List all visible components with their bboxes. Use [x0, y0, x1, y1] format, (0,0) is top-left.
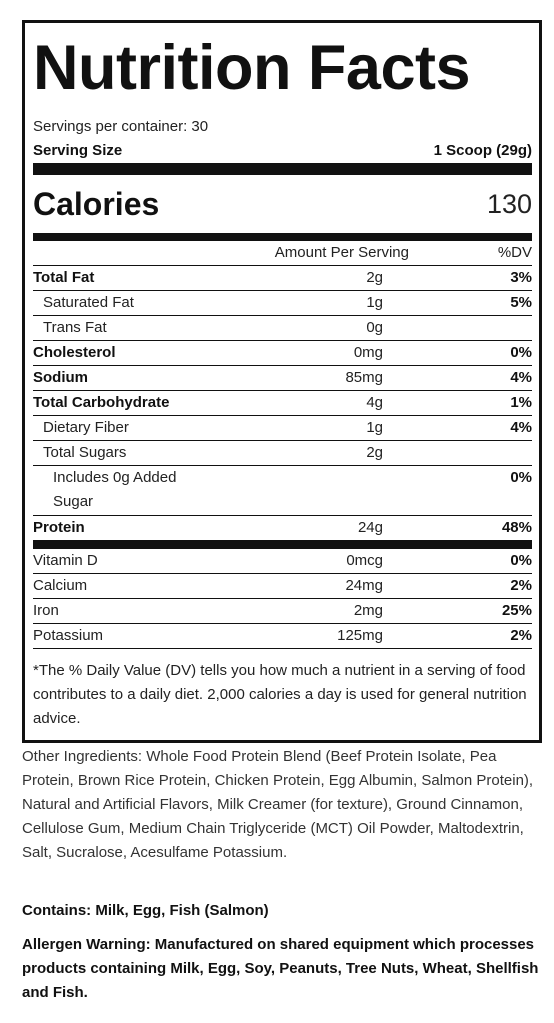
thick-rule — [33, 540, 532, 549]
nutrient-dv: 0% — [510, 469, 532, 486]
header-dv: %DV — [497, 244, 532, 261]
nutrient-row: Saturated Fat 1g 5% — [33, 291, 532, 316]
nutrient-dv: 0% — [510, 344, 532, 361]
nutrient-dv: 2% — [510, 577, 532, 594]
nutrient-row: Cholesterol 0mg 0% — [33, 341, 532, 366]
nutrient-amount: 24g — [357, 519, 383, 536]
contains: Contains: Milk, Egg, Fish (Salmon) — [22, 902, 269, 919]
nutrient-name: Dietary Fiber — [43, 419, 129, 436]
nutrient-amount: 0mcg — [346, 552, 383, 569]
nutrient-name: Includes 0g Added Sugar — [53, 469, 177, 510]
nutrient-dv: 3% — [510, 269, 532, 286]
nutrient-name: Saturated Fat — [43, 294, 134, 311]
nutrient-row: Sodium 85mg 4% — [33, 366, 532, 391]
calories-label: Calories — [33, 185, 160, 222]
nutrient-row: Total Fat 2g 3% — [33, 266, 532, 291]
calories-row: Calories 130 — [33, 175, 532, 233]
nutrient-amount: 2g — [366, 269, 383, 286]
nutrient-name: Total Fat — [33, 269, 95, 286]
empty — [383, 441, 532, 465]
nutrient-row: Total Sugars 2g — [33, 441, 532, 466]
other-ingredients: Other Ingredients: Whole Food Protein Bl… — [22, 748, 534, 861]
nutrient-dv: 5% — [510, 294, 532, 311]
nutrient-amount: 0mg — [353, 344, 383, 361]
nutrient-row: Potassium 125mg 2% — [33, 624, 532, 649]
allergen-warning: Allergen Warning: Manufactured on shared… — [22, 936, 539, 1001]
nutrition-label: Nutrition Facts Servings per container: … — [22, 20, 542, 743]
empty — [383, 316, 532, 340]
nutrient-name: Trans Fat — [43, 319, 107, 336]
nutrient-dv: 25% — [501, 602, 532, 619]
nutrient-row: Protein 24g 48% — [33, 516, 532, 540]
serving-size-row: Serving Size 1 Scoop (29g) — [33, 139, 532, 163]
title: Nutrition Facts — [33, 33, 471, 103]
micronutrients: Vitamin D 0mcg 0% Calcium 24mg 2% Iron 2mg 25% Po… — [33, 549, 532, 649]
nutrient-dv: 48% — [501, 519, 532, 536]
header-amount: Amount Per Serving — [274, 244, 409, 261]
nutrient-name: Calcium — [33, 577, 88, 594]
nutrient-amount: 85mg — [345, 369, 383, 386]
thick-rule — [33, 233, 532, 241]
nutrient-row: Total Carbohydrate 4g 1% — [33, 391, 532, 416]
nutrient-amount: 4g — [366, 394, 383, 411]
servings: Servings per container: 30 — [33, 118, 209, 135]
nutrient-row: Calcium 24mg 2% — [33, 574, 532, 599]
nutrient-name: Potassium — [33, 627, 104, 644]
empty — [243, 466, 383, 515]
nutrient-name: Protein — [33, 519, 85, 536]
nutrient-amount: 1g — [366, 294, 383, 311]
nutrient-amount: 2g — [366, 444, 383, 461]
nutrient-name: Cholesterol — [33, 344, 116, 361]
nutrient-row: Includes 0g Added Sugar 0% — [33, 466, 532, 516]
nutrient-dv: 0% — [510, 552, 532, 569]
nutrient-name: Sodium — [33, 369, 88, 386]
table-header: Amount Per Serving %DV — [33, 241, 532, 266]
nutrient-dv: 1% — [510, 394, 532, 411]
nutrient-name: Iron — [33, 602, 59, 619]
nutrient-dv: 2% — [510, 627, 532, 644]
nutrient-amount: 1g — [366, 419, 383, 436]
nutrient-row: Trans Fat 0g — [33, 316, 532, 341]
nutrient-row: Vitamin D 0mcg 0% — [33, 549, 532, 574]
calories-value: 130 — [486, 188, 532, 219]
serving-size-label: Serving Size — [33, 142, 123, 159]
serving-size: 1 Scoop (29g) — [433, 142, 532, 159]
nutrient-name: Total Sugars — [43, 444, 127, 461]
footnote: *The % Daily Value (DV) tells you how mu… — [33, 662, 527, 727]
nutrient-dv: 4% — [510, 369, 532, 386]
nutrient-name: Total Carbohydrate — [33, 394, 170, 411]
nutrient-row: Dietary Fiber 1g 4% — [33, 416, 532, 441]
thick-rule — [33, 163, 532, 175]
nutrient-amount: 2mg — [353, 602, 383, 619]
nutrient-dv: 4% — [510, 419, 532, 436]
rows: Total Fat 2g 3% Saturated Fat 1g 5% Trans Fat 0… — [33, 266, 532, 540]
nutrient-amount: 24mg — [345, 577, 383, 594]
nutrient-row: Iron 2mg 25% — [33, 599, 532, 624]
nutrient-amount: 0g — [366, 319, 383, 336]
nutrient-amount: 125mg — [337, 627, 383, 644]
nutrient-name: Vitamin D — [33, 552, 98, 569]
